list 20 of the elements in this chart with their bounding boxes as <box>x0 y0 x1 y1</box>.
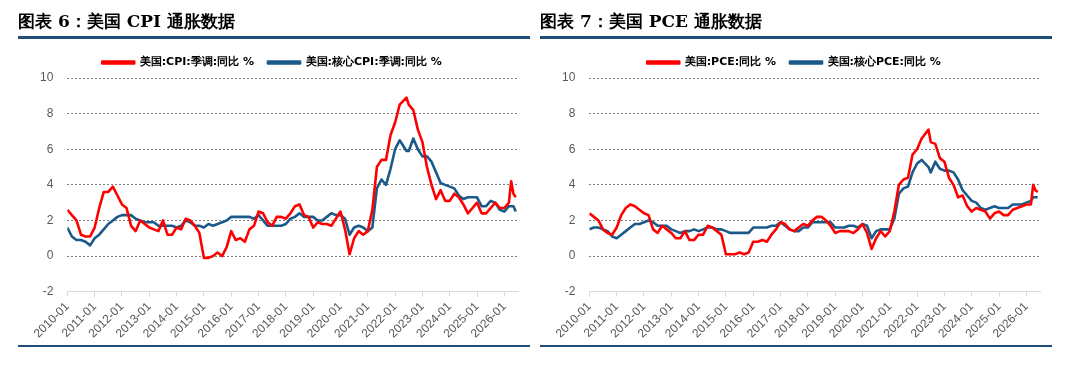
y-tick-label: 8 <box>46 105 54 120</box>
y-tick-label: -2 <box>42 283 54 298</box>
y-tick-label: -2 <box>564 283 576 298</box>
legend-label: 美国:PCE:同比 % <box>683 55 777 69</box>
y-tick-label: 8 <box>568 105 576 120</box>
y-tick-label: 2 <box>568 212 576 227</box>
chart-title: 图表 7：美国 PCE 通胀数据 <box>540 10 763 33</box>
y-tick-label: 2 <box>46 212 54 227</box>
y-tick-label: 10 <box>561 70 576 85</box>
legend-label: 美国:CPI:季调:同比 % <box>138 55 255 69</box>
y-tick-label: 4 <box>568 177 576 192</box>
y-tick-label: 4 <box>46 177 54 192</box>
y-tick-label: 6 <box>46 141 54 156</box>
legend-label: 美国:核心CPI:季调:同比 % <box>304 55 442 69</box>
y-tick-label: 6 <box>568 141 576 156</box>
y-tick-label: 10 <box>39 70 54 85</box>
y-tick-label: 0 <box>46 248 54 263</box>
legend-label: 美国:核心PCE:同比 % <box>826 55 941 69</box>
chart-title: 图表 6：美国 CPI 通胀数据 <box>18 10 236 33</box>
y-tick-label: 0 <box>568 248 576 263</box>
